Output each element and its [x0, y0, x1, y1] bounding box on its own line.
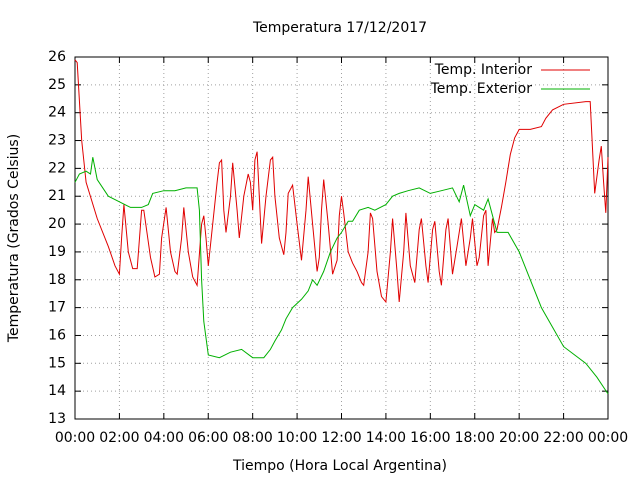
x-tick-label: 22:00	[543, 430, 583, 446]
x-tick-label: 00:00	[55, 430, 95, 446]
y-tick-label: 23	[48, 133, 66, 149]
x-tick-label: 20:00	[499, 430, 539, 446]
y-tick-label: 15	[48, 355, 66, 371]
y-tick-label: 26	[48, 49, 66, 65]
y-tick-label: 24	[48, 105, 66, 121]
x-tick-label: 00:00	[588, 430, 628, 446]
y-tick-label: 22	[48, 160, 66, 176]
y-tick-label: 13	[48, 411, 66, 427]
x-axis-label: Tiempo (Hora Local Argentina)	[232, 458, 447, 474]
legend-label: Temp. Exterior	[430, 81, 533, 97]
x-tick-label: 02:00	[99, 430, 139, 446]
x-tick-label: 08:00	[232, 430, 272, 446]
y-tick-label: 21	[48, 188, 66, 204]
series-line	[74, 157, 609, 395]
x-tick-label: 16:00	[410, 430, 450, 446]
y-tick-label: 20	[48, 216, 66, 232]
x-tick-label: 14:00	[366, 430, 406, 446]
y-tick-label: 19	[48, 244, 66, 260]
y-tick-label: 25	[48, 77, 66, 93]
x-tick-label: 10:00	[277, 430, 317, 446]
y-axis-label: Temperatura (Grados Celsius)	[6, 134, 22, 343]
y-tick-label: 14	[48, 383, 66, 399]
y-tick-label: 17	[48, 300, 66, 316]
x-tick-label: 18:00	[455, 430, 495, 446]
y-tick-label: 16	[48, 327, 66, 343]
chart-title: Temperatura 17/12/2017	[252, 20, 427, 36]
y-tick-label: 18	[48, 272, 66, 288]
plot-frame	[74, 56, 609, 420]
x-tick-label: 12:00	[321, 430, 361, 446]
x-tick-label: 04:00	[144, 430, 184, 446]
series-line	[74, 59, 609, 304]
legend-label: Temp. Interior	[434, 62, 533, 78]
x-tick-label: 06:00	[188, 430, 228, 446]
